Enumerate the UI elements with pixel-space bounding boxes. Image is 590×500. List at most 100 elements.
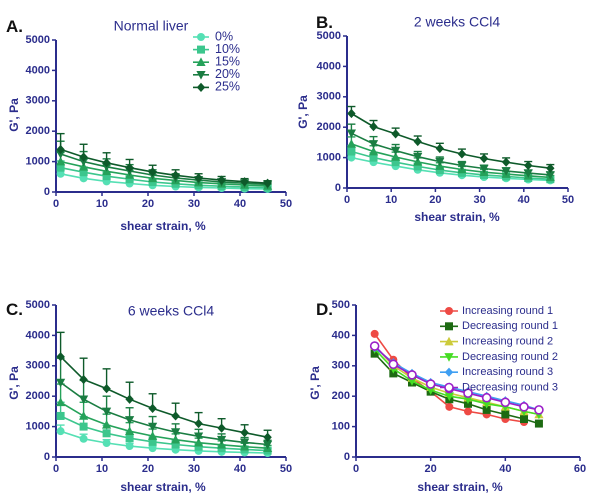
x-axis-label: shear strain, %: [414, 210, 500, 224]
y-tick-label: 3000: [26, 95, 50, 107]
data-point: [391, 129, 400, 139]
data-point: [102, 384, 111, 394]
data-point: [56, 427, 65, 436]
data-point: [171, 440, 180, 449]
series-line: [60, 173, 268, 190]
data-point: [519, 402, 529, 412]
x-tick-label: 20: [142, 463, 154, 475]
x-tick-label: 40: [234, 198, 246, 210]
y-tick-label: 2000: [317, 121, 341, 133]
chart-panel-0: A. Normal liver 0 1000 2000 3000 4000 5000 0 10 20…: [6, 17, 292, 233]
data-point: [125, 175, 134, 184]
x-tick-label: 20: [425, 463, 437, 475]
legend-marker: [444, 336, 454, 346]
chart-title: 6 weeks CCl4: [128, 302, 215, 318]
data-point: [391, 152, 401, 161]
data-point: [407, 370, 417, 380]
data-point: [445, 402, 454, 411]
data-point: [194, 437, 204, 447]
data-point: [369, 341, 380, 351]
data-point: [102, 158, 111, 168]
x-tick-label: 10: [96, 198, 108, 210]
x-axis-label: shear strain, %: [417, 480, 503, 494]
x-tick-label: 40: [234, 463, 246, 475]
series-line: [350, 112, 551, 169]
y-tick-label: 4000: [26, 329, 50, 341]
legend-label: 15%: [215, 54, 240, 68]
series-line: [60, 430, 268, 454]
data-point: [56, 411, 65, 420]
data-point: [481, 392, 492, 403]
data-point: [79, 395, 89, 405]
y-axis-label: G', Pa: [7, 366, 21, 400]
data-point: [148, 167, 157, 177]
data-point: [347, 108, 356, 119]
y-tick-label: 1000: [317, 152, 341, 164]
data-point: [171, 434, 181, 444]
data-point: [125, 442, 134, 451]
data-point: [171, 170, 180, 180]
x-tick-label: 0: [353, 463, 359, 475]
data-point: [263, 440, 273, 450]
series-line: [60, 153, 268, 186]
data-point: [413, 152, 423, 162]
data-point: [56, 163, 65, 172]
x-tick-label: 50: [562, 194, 574, 206]
data-point: [435, 166, 444, 175]
series-3: [346, 123, 555, 180]
data-point: [148, 444, 157, 453]
data-point: [194, 432, 204, 442]
legend-marker: [445, 307, 453, 315]
y-tick-label: 400: [332, 329, 350, 341]
series-line: [374, 346, 540, 411]
y-axis-label: G', Pa: [308, 366, 322, 400]
data-point: [346, 129, 357, 139]
x-tick-label: 0: [53, 463, 59, 475]
legend-label: 0%: [215, 29, 233, 43]
data-point: [79, 422, 88, 431]
y-axis-label: G', Pa: [7, 98, 21, 132]
data-point: [426, 386, 436, 395]
data-point: [482, 405, 491, 414]
x-tick-label: 40: [499, 463, 511, 475]
y-axis-label: G', Pa: [296, 95, 310, 129]
series-line: [60, 160, 268, 187]
data-point: [79, 411, 89, 420]
data-point: [413, 136, 422, 147]
data-point: [347, 153, 356, 162]
data-point: [217, 435, 227, 445]
data-point: [56, 397, 66, 407]
series-line: [351, 132, 551, 176]
data-point: [125, 426, 135, 435]
x-tick-label: 30: [473, 194, 485, 206]
data-point: [148, 422, 158, 432]
x-tick-label: 10: [385, 194, 397, 206]
data-point: [79, 157, 89, 167]
data-point: [500, 397, 511, 408]
chart-panel-1: B. 2 weeks CCl4 0 1000 2000 3000 4000 5000 0 10 20…: [296, 13, 574, 224]
data-point: [102, 419, 112, 429]
data-point: [102, 429, 111, 438]
data-point: [171, 428, 181, 437]
legend-label: Decreasing round 1: [462, 320, 558, 332]
data-point: [263, 432, 272, 442]
data-point: [501, 167, 511, 176]
data-point: [407, 377, 417, 386]
y-tick-label: 1000: [26, 156, 50, 168]
legend-label: Decreasing round 2: [462, 351, 558, 363]
data-point: [79, 374, 88, 385]
series-2: [56, 383, 273, 452]
legend: 0%10%15%20%25%: [193, 29, 240, 94]
y-tick-label: 3000: [26, 360, 50, 372]
y-tick-label: 3000: [317, 91, 341, 103]
data-point: [463, 388, 473, 398]
data-point: [79, 152, 88, 162]
data-point: [56, 144, 65, 155]
x-tick-label: 30: [188, 463, 200, 475]
data-point: [523, 169, 533, 178]
data-point: [435, 157, 445, 167]
data-point: [546, 163, 555, 173]
data-point: [79, 168, 88, 177]
legend-marker: [444, 367, 454, 377]
